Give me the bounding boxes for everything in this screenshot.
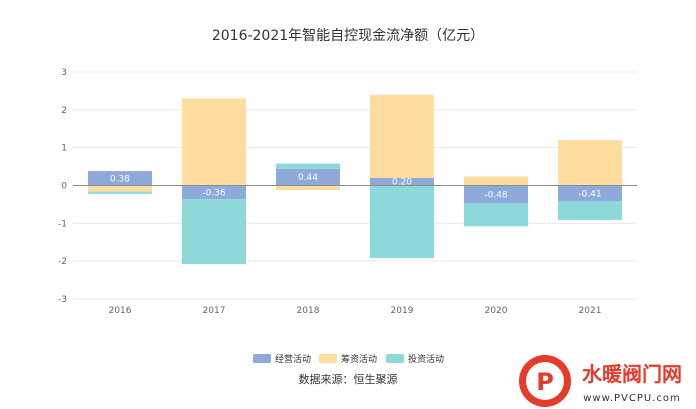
x-tick-label: 2020 — [485, 306, 508, 316]
legend-item-operating[interactable]: 经营活动 — [253, 353, 311, 365]
y-tick-label: 0 — [61, 182, 67, 192]
y-tick-label: -3 — [58, 295, 67, 305]
bar-投资活动-2021[interactable] — [558, 201, 622, 220]
legend-item-financing[interactable]: 筹资活动 — [319, 353, 377, 365]
bar-经营活动-2019[interactable] — [370, 177, 434, 186]
y-tick-label: -1 — [58, 219, 67, 229]
legend-label-investing: 投资活动 — [408, 353, 444, 365]
data-label-layer: 0.38 -0.36 0.44 0.20 -0.48 -0.41 — [110, 173, 602, 200]
legend-swatch-financing — [319, 354, 337, 363]
x-tick-label: 2021 — [579, 306, 602, 316]
legend-swatch-operating — [253, 354, 271, 363]
bar-经营活动-2017[interactable] — [182, 185, 246, 200]
x-tick-label: 2017 — [203, 306, 226, 316]
bar-投资活动-2019[interactable] — [370, 185, 434, 259]
data-label-2018: 0.44 — [298, 173, 318, 183]
watermark-text: 水暖阀门网 — [582, 362, 682, 386]
watermark-logo-inner — [526, 362, 564, 400]
bar-投资活动-2017[interactable] — [182, 199, 246, 265]
data-label-2020: -0.48 — [484, 191, 508, 201]
legend-label-operating: 经营活动 — [275, 353, 311, 365]
watermark: P 水暖阀门网 www.PVCPU.com — [519, 355, 682, 407]
bar-投资活动-2016[interactable] — [88, 191, 152, 194]
bar-经营活动-2021[interactable] — [558, 185, 622, 202]
y-tick-label: 1 — [61, 144, 67, 154]
bar-筹资活动-2021[interactable] — [558, 140, 622, 186]
bar-经营活动-2018[interactable] — [276, 168, 340, 186]
chart-title: 2016-2021年智能自控现金流净额（亿元） — [212, 28, 484, 44]
bar-经营活动-2020[interactable] — [464, 185, 528, 204]
bar-筹资活动-2016[interactable] — [88, 185, 152, 192]
data-source: 数据来源：恒生聚源 — [299, 372, 398, 386]
bar-投资活动-2018[interactable] — [276, 163, 340, 169]
bar-筹资活动-2018[interactable] — [276, 185, 340, 191]
bar-筹资活动-2020[interactable] — [464, 176, 528, 186]
bar-经营活动-2016[interactable] — [88, 171, 152, 186]
data-label-2019: 0.20 — [392, 178, 412, 188]
data-label-2017: -0.36 — [202, 188, 226, 198]
bar-投资活动-2020[interactable] — [464, 203, 528, 227]
legend-item-investing[interactable]: 投资活动 — [386, 353, 444, 365]
legend-label-financing: 筹资活动 — [341, 353, 377, 365]
y-tick-label: 2 — [61, 106, 67, 116]
legend: 经营活动 筹资活动 投资活动 — [253, 353, 444, 365]
bar-筹资活动-2019[interactable] — [370, 94, 434, 178]
watermark-logo-letter: P — [536, 368, 554, 396]
data-label-2016: 0.38 — [110, 174, 130, 184]
legend-swatch-investing — [386, 354, 404, 363]
grid-layer — [73, 71, 637, 300]
x-tick-label: 2019 — [391, 306, 414, 316]
watermark-url: www.PVCPU.com — [583, 393, 681, 404]
y-tick-label: 3 — [61, 68, 67, 78]
bar-layer — [88, 94, 622, 265]
y-tick-label: -2 — [58, 257, 67, 267]
axis-layer: 3 2 1 0 -1 -2 -3 2016 2017 2018 2019 2020 2021 — [58, 68, 601, 316]
x-tick-label: 2018 — [297, 306, 320, 316]
x-tick-label: 2016 — [109, 306, 132, 316]
bar-筹资活动-2017[interactable] — [182, 98, 246, 186]
data-label-2021: -0.41 — [578, 189, 601, 199]
